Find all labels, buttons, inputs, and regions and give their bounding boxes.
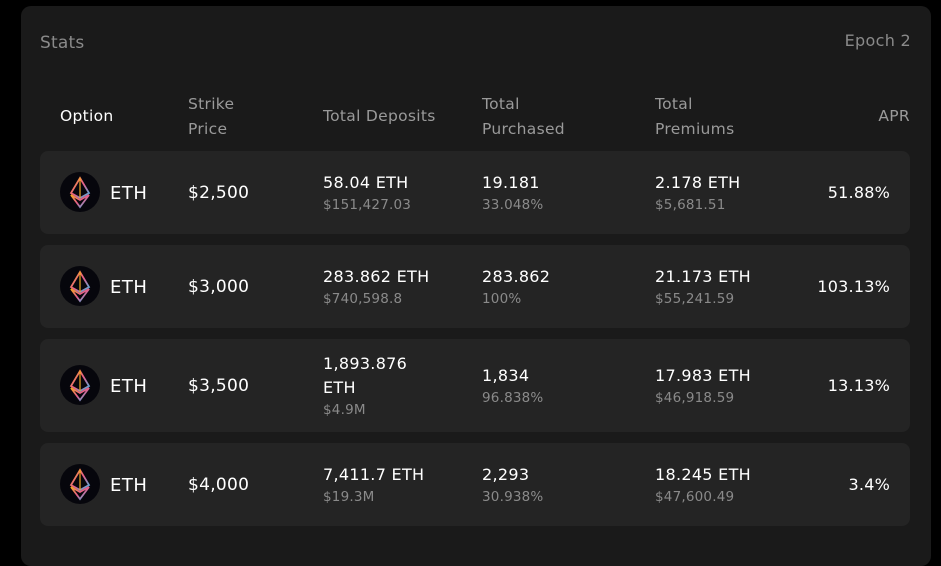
total-deposits: 283.862 ETH $740,598.8 — [323, 265, 463, 309]
table-row[interactable]: ETH $4,000 7,411.7 ETH $19.3M 2,293 30.9… — [40, 443, 910, 526]
apr-value: 51.88% — [827, 183, 890, 202]
deposits-usd: $19.3M — [323, 489, 375, 505]
eth-icon — [60, 172, 100, 212]
header-total-premiums: Total Premiums — [655, 92, 734, 142]
total-premiums: 18.245 ETH $47,600.49 — [655, 463, 805, 507]
premiums-usd: $47,600.49 — [655, 489, 735, 505]
header-option: Option — [60, 107, 114, 125]
premiums-usd: $5,681.51 — [655, 197, 726, 213]
strike-price: $3,500 — [188, 376, 250, 396]
table-row[interactable]: ETH $2,500 58.04 ETH $151,427.03 19.181 … — [40, 151, 910, 234]
premiums-usd: $46,918.59 — [655, 390, 735, 406]
header-premiums-line1: Total — [655, 95, 693, 113]
strike-price: $3,000 — [188, 277, 250, 297]
deposits-amount: 7,411.7 ETH — [323, 465, 425, 484]
purchased-amount: 19.181 — [482, 173, 540, 192]
total-premiums: 21.173 ETH $55,241.59 — [655, 265, 805, 309]
stats-panel: Stats Epoch 2 Option Strike Price Total … — [21, 6, 931, 566]
header-strike-line2: Price — [188, 120, 228, 138]
total-premiums: 2.178 ETH $5,681.51 — [655, 171, 805, 215]
total-deposits: 7,411.7 ETH $19.3M — [323, 463, 463, 507]
premiums-amount: 21.173 ETH — [655, 267, 751, 286]
total-purchased: 2,293 30.938% — [482, 463, 632, 507]
purchased-percent: 96.838% — [482, 390, 544, 406]
asset-name: ETH — [110, 475, 148, 496]
eth-icon — [60, 365, 100, 405]
purchased-percent: 33.048% — [482, 197, 544, 213]
total-purchased: 19.181 33.048% — [482, 171, 632, 215]
epoch-label: Epoch 2 — [844, 31, 911, 50]
eth-icon — [60, 464, 100, 504]
deposits-usd: $740,598.8 — [323, 291, 403, 307]
header-purchased-line2: Purchased — [482, 120, 565, 138]
header-strike-price: Strike Price — [188, 92, 234, 142]
total-premiums: 17.983 ETH $46,918.59 — [655, 364, 805, 408]
premiums-amount: 18.245 ETH — [655, 465, 751, 484]
header-premiums-line2: Premiums — [655, 120, 735, 138]
total-purchased: 1,834 96.838% — [482, 364, 632, 408]
deposits-usd: $151,427.03 — [323, 197, 412, 213]
header-purchased-line1: Total — [482, 95, 520, 113]
total-deposits: 1,893.876 ETH $4.9M — [323, 352, 433, 420]
strike-price: $4,000 — [188, 475, 250, 495]
purchased-percent: 100% — [482, 291, 522, 307]
purchased-amount: 283.862 — [482, 267, 551, 286]
apr-value: 103.13% — [817, 277, 890, 296]
asset-name: ETH — [110, 277, 148, 298]
apr-value: 13.13% — [827, 376, 890, 395]
apr-value: 3.4% — [848, 475, 890, 494]
header-total-deposits: Total Deposits — [323, 107, 436, 125]
header-total-purchased: Total Purchased — [482, 92, 565, 142]
table-row[interactable]: ETH $3,500 1,893.876 ETH $4.9M 1,834 96.… — [40, 339, 910, 432]
strike-price: $2,500 — [188, 183, 250, 203]
total-purchased: 283.862 100% — [482, 265, 632, 309]
purchased-amount: 2,293 — [482, 465, 530, 484]
deposits-amount: 283.862 ETH — [323, 267, 430, 286]
table-row[interactable]: ETH $3,000 283.862 ETH $740,598.8 283.86… — [40, 245, 910, 328]
total-deposits: 58.04 ETH $151,427.03 — [323, 171, 463, 215]
purchased-amount: 1,834 — [482, 366, 530, 385]
deposits-amount: 1,893.876 ETH — [323, 354, 408, 397]
panel-title: Stats — [40, 33, 85, 53]
eth-icon — [60, 266, 100, 306]
asset-name: ETH — [110, 183, 148, 204]
header-strike-line1: Strike — [188, 95, 235, 113]
deposits-amount: 58.04 ETH — [323, 173, 409, 192]
asset-name: ETH — [110, 376, 148, 397]
purchased-percent: 30.938% — [482, 489, 544, 505]
premiums-usd: $55,241.59 — [655, 291, 735, 307]
premiums-amount: 2.178 ETH — [655, 173, 741, 192]
premiums-amount: 17.983 ETH — [655, 366, 751, 385]
deposits-usd: $4.9M — [323, 402, 366, 418]
header-apr: APR — [878, 107, 910, 125]
table-header: Option Strike Price Total Deposits Total… — [40, 92, 910, 144]
